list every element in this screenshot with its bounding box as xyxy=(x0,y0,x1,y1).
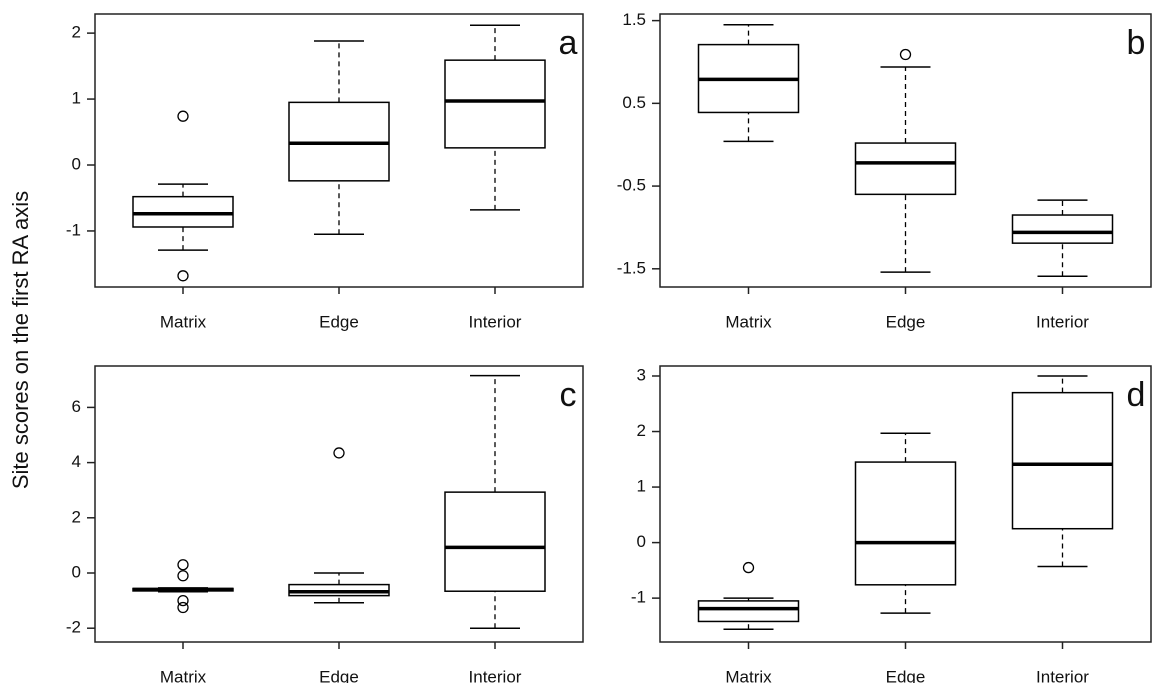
outlier xyxy=(333,447,345,459)
y-tick-label: -0.5 xyxy=(617,176,646,195)
x-tick-label: Edge xyxy=(886,312,926,331)
outlier xyxy=(177,570,189,582)
y-tick-label: -1 xyxy=(66,220,81,239)
outlier xyxy=(742,561,755,574)
box xyxy=(1011,391,1114,530)
outlier xyxy=(177,110,189,122)
box xyxy=(132,195,234,228)
y-tick-label: 0 xyxy=(72,562,81,581)
y-tick-label: 2 xyxy=(637,421,646,440)
panel-letter: b xyxy=(1127,24,1146,62)
box xyxy=(1011,214,1114,244)
y-tick-label: 1 xyxy=(637,477,646,496)
x-tick-label: Edge xyxy=(319,667,359,683)
x-tick-label: Interior xyxy=(1036,667,1089,683)
y-tick-label: 2 xyxy=(72,23,81,42)
y-tick-label: 6 xyxy=(72,397,81,416)
x-tick-label: Interior xyxy=(1036,312,1089,331)
panel-letter: d xyxy=(1127,376,1146,414)
box xyxy=(854,461,957,586)
y-tick-label: -2 xyxy=(66,618,81,637)
y-tick-label: -1.5 xyxy=(617,258,646,277)
y-axis-title: Site scores on the first RA axis xyxy=(8,191,33,489)
y-tick-label: 2 xyxy=(72,507,81,526)
y-tick-label: 3 xyxy=(637,365,646,384)
outlier xyxy=(899,48,912,61)
x-tick-label: Interior xyxy=(469,667,522,683)
y-tick-label: 0.5 xyxy=(622,93,646,112)
panel-letter: a xyxy=(559,24,578,62)
box xyxy=(444,491,546,592)
y-tick-label: 0 xyxy=(637,532,646,551)
x-tick-label: Matrix xyxy=(725,667,772,683)
box xyxy=(854,142,957,196)
x-tick-label: Interior xyxy=(469,312,522,331)
y-tick-label: 4 xyxy=(72,452,81,471)
panel-letter: c xyxy=(560,376,577,414)
outlier xyxy=(177,270,189,282)
x-tick-label: Matrix xyxy=(160,667,207,683)
outlier xyxy=(177,559,189,571)
box xyxy=(697,600,800,623)
outlier xyxy=(177,601,189,614)
y-tick-label: 0 xyxy=(72,154,81,173)
y-tick-label: -1 xyxy=(631,588,646,607)
y-tick-label: 1.5 xyxy=(622,10,646,29)
box xyxy=(444,59,546,149)
x-tick-label: Matrix xyxy=(160,312,207,331)
x-tick-label: Edge xyxy=(886,667,926,683)
y-tick-label: 1 xyxy=(72,89,81,108)
outlier xyxy=(177,594,189,607)
x-tick-label: Matrix xyxy=(725,312,772,331)
x-tick-label: Edge xyxy=(319,312,359,331)
